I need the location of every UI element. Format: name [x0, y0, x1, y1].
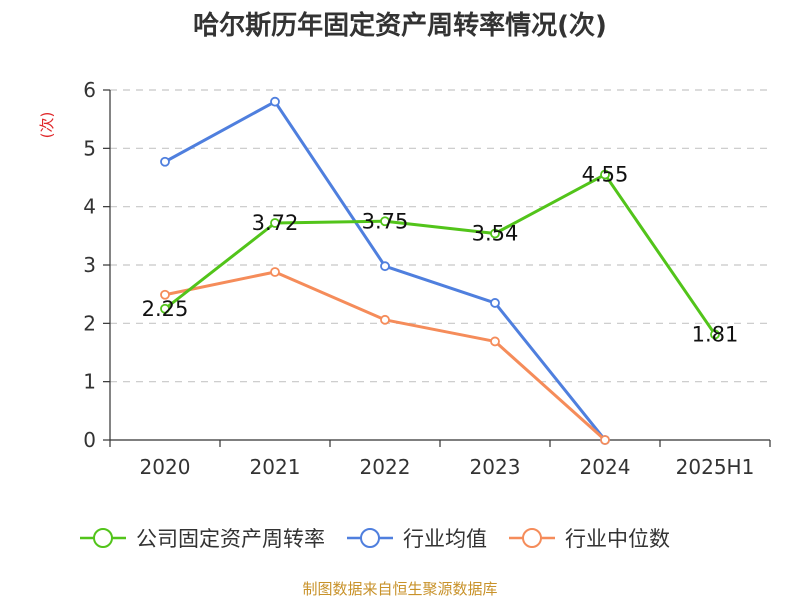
data-label: 3.54 — [472, 222, 519, 246]
data-point — [380, 261, 390, 272]
x-tick-label: 2023 — [470, 455, 521, 479]
source-note: 制图数据来自恒生聚源数据库 — [302, 580, 497, 598]
data-point — [490, 228, 500, 239]
legend-marker — [360, 528, 380, 548]
x-tick-label: 2021 — [250, 455, 301, 479]
y-axis-label: (次) — [38, 112, 56, 139]
series-line — [163, 173, 717, 336]
data-label: 2.25 — [142, 297, 189, 321]
legend: 公司固定资产周转率 行业均值 行业中位数 — [80, 527, 670, 551]
data-labels: 2.25 3.72 3.75 3.54 4.55 1.81 — [142, 163, 739, 347]
legend-marker — [522, 528, 542, 548]
data-point — [600, 169, 610, 180]
grid-lines — [110, 89, 770, 383]
data-point — [490, 298, 500, 308]
series-lines — [160, 96, 720, 445]
data-point — [710, 329, 720, 340]
legend-label: 公司固定资产周转率 — [136, 527, 325, 551]
y-tick-label: 6 — [83, 78, 96, 102]
data-point — [160, 303, 170, 314]
y-tick-label: 4 — [83, 195, 96, 219]
data-point — [490, 336, 500, 347]
axes: 0 1 2 3 4 5 6 2020 2021 2022 2023 2024 2025H1 — [83, 78, 771, 479]
x-tick-label: 2020 — [140, 455, 191, 479]
y-tick-label: 1 — [83, 370, 96, 394]
y-tick-label: 2 — [83, 311, 96, 335]
chart-title: 哈尔斯历年固定资产周转率情况(次) — [193, 10, 607, 41]
legend-marker — [93, 528, 113, 548]
data-point — [160, 156, 170, 167]
legend-label: 行业中位数 — [565, 527, 670, 551]
data-point — [600, 435, 610, 445]
y-tick-label: 0 — [83, 428, 96, 452]
data-label: 3.75 — [362, 209, 409, 233]
data-label: 3.72 — [252, 211, 299, 235]
y-tick-label: 3 — [83, 253, 96, 277]
data-point — [270, 218, 280, 228]
x-tick-label: 2022 — [360, 455, 411, 479]
legend-label: 行业均值 — [403, 527, 487, 551]
data-point — [380, 216, 390, 227]
data-point — [160, 289, 170, 300]
data-label: 1.81 — [692, 322, 739, 346]
data-point — [270, 267, 280, 277]
data-label: 4.55 — [582, 163, 629, 187]
y-tick-label: 5 — [83, 136, 96, 160]
data-point — [380, 314, 390, 325]
x-tick-label: 2025H1 — [676, 455, 755, 479]
x-tick-label: 2024 — [580, 455, 631, 479]
data-point — [270, 96, 280, 107]
